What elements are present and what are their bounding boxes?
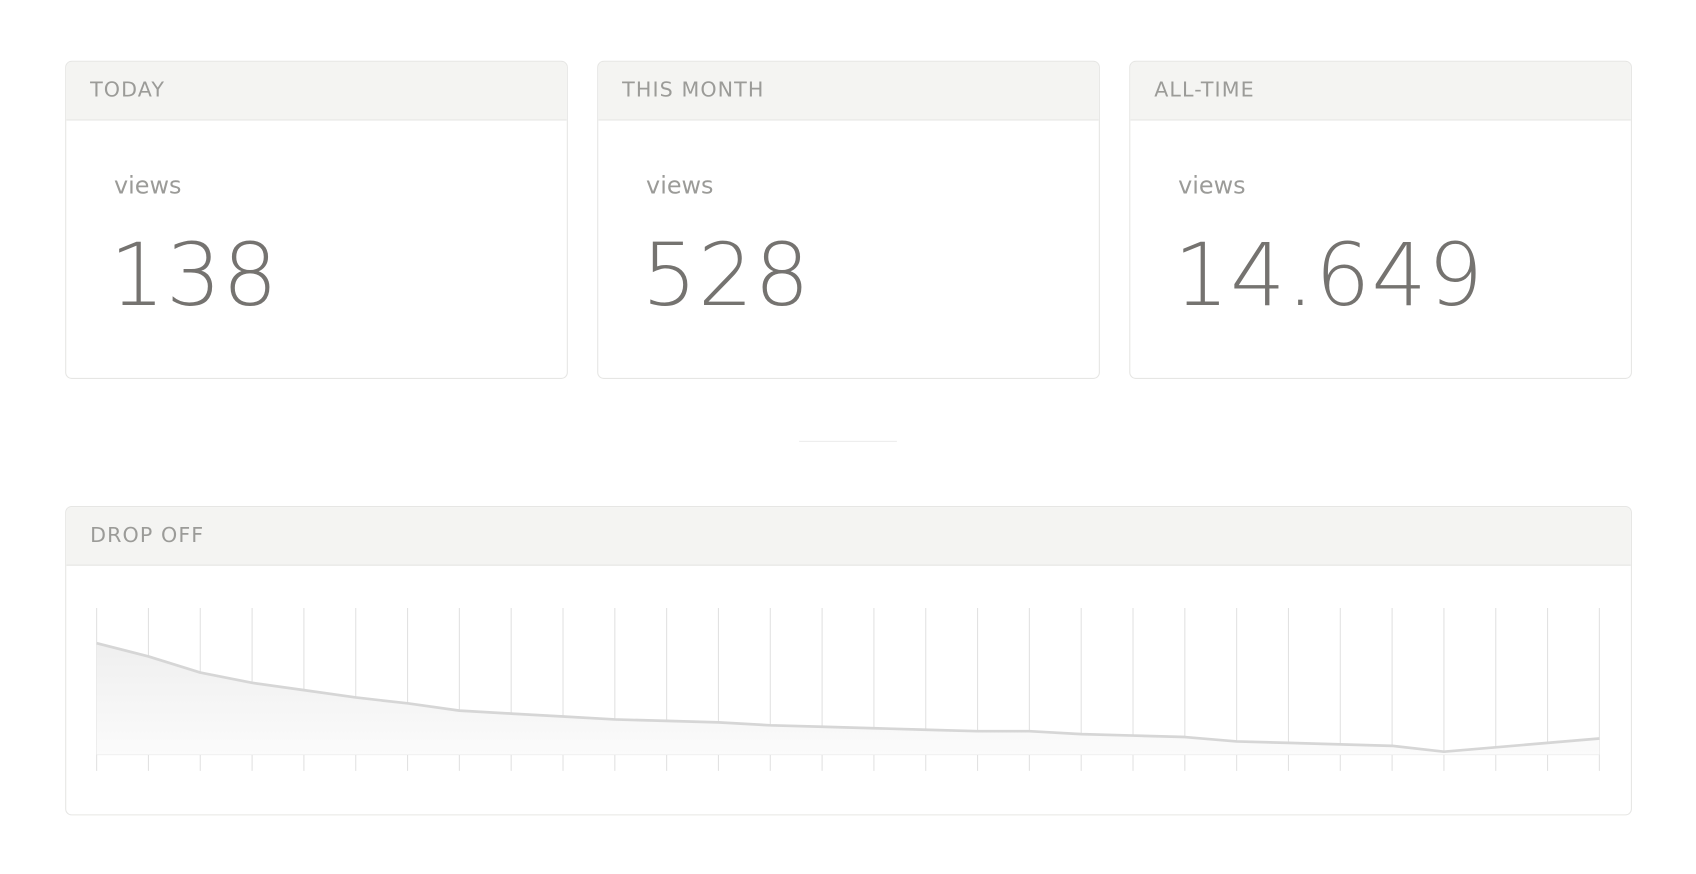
stat-label: views	[114, 172, 182, 200]
stat-value: 528	[641, 224, 811, 326]
divider	[799, 440, 897, 442]
stat-card: THIS MONTH views 528	[597, 60, 1100, 379]
stat-card: TODAY views 138	[65, 60, 568, 379]
area-line	[96, 641, 1600, 754]
card-title: THIS MONTH	[598, 61, 1099, 121]
stat-label: views	[1178, 172, 1246, 200]
area-fill	[96, 643, 1600, 755]
chart	[96, 608, 1600, 771]
stat-value: 138	[109, 224, 279, 326]
stat-label: views	[646, 172, 714, 200]
chart-title: DROP OFF	[66, 507, 1631, 566]
card-title: ALL-TIME	[1130, 61, 1631, 121]
chart-card: DROP OFF	[65, 505, 1632, 816]
stat-value: 14.649	[1173, 224, 1485, 326]
stat-card: ALL-TIME views 14.649	[1129, 60, 1632, 379]
card-title: TODAY	[66, 61, 567, 121]
